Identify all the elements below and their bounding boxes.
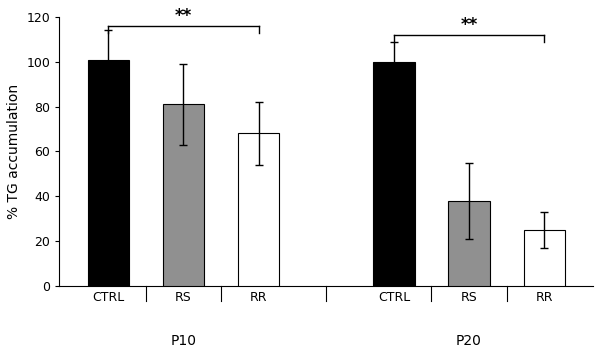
Bar — [448, 200, 490, 286]
Bar — [373, 62, 415, 286]
Text: **: ** — [460, 16, 478, 34]
Text: P10: P10 — [170, 334, 196, 348]
Y-axis label: % TG accumulation: % TG accumulation — [7, 84, 21, 219]
Bar — [88, 59, 129, 286]
Bar — [524, 230, 565, 286]
Bar — [163, 104, 204, 286]
Text: P20: P20 — [456, 334, 482, 348]
Text: **: ** — [175, 7, 192, 25]
Bar — [238, 134, 279, 286]
